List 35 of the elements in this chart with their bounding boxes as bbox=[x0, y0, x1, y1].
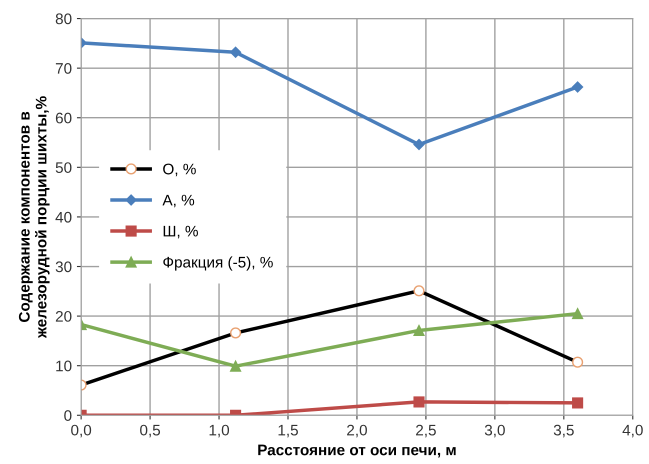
y-tick-label: 0 bbox=[64, 410, 72, 421]
x-tick-label: 3,0 bbox=[484, 424, 505, 438]
point bbox=[413, 138, 425, 150]
point bbox=[230, 360, 242, 372]
legend-label: О, % bbox=[163, 164, 196, 176]
y-tick-label: 10 bbox=[56, 360, 72, 372]
x-tick-label: 3,5 bbox=[554, 424, 574, 438]
x-axis-title: Расстояние от оси печи, м bbox=[258, 444, 456, 458]
legend-label: А, % bbox=[162, 194, 194, 208]
x-tick-label: 0,0 bbox=[71, 424, 92, 438]
legend-label: Ш, % bbox=[164, 226, 198, 238]
point bbox=[572, 308, 584, 320]
point bbox=[413, 396, 425, 408]
point bbox=[413, 285, 425, 296]
x-tick-label: 1,0 bbox=[210, 424, 230, 438]
point bbox=[230, 327, 242, 339]
point bbox=[413, 324, 425, 336]
y-tick-label: 30 bbox=[56, 261, 72, 272]
y-axis-title: Содержание компонентов в железорудной порции шихты,% bbox=[18, 96, 50, 338]
x-tick-label: 2,5 bbox=[416, 424, 436, 438]
x-tick-label: 4,0 bbox=[622, 424, 643, 438]
point bbox=[572, 81, 584, 93]
y-tick-label: 40 bbox=[55, 212, 72, 223]
y-tick-label: 60 bbox=[56, 112, 72, 124]
point bbox=[572, 356, 584, 368]
x-tick-label: 2,0 bbox=[347, 424, 367, 438]
legend-label: Фракция (-5), % bbox=[163, 256, 273, 271]
x-tick-label: 0,5 bbox=[140, 424, 160, 438]
y-tick-label: 20 bbox=[56, 310, 72, 322]
y-tick-label: 80 bbox=[56, 13, 72, 24]
y-tick-label: 70 bbox=[56, 63, 72, 74]
point bbox=[230, 46, 242, 58]
x-tick-label: 1,5 bbox=[278, 424, 298, 438]
point bbox=[572, 397, 584, 408]
y-tick-label: 50 bbox=[56, 162, 72, 174]
